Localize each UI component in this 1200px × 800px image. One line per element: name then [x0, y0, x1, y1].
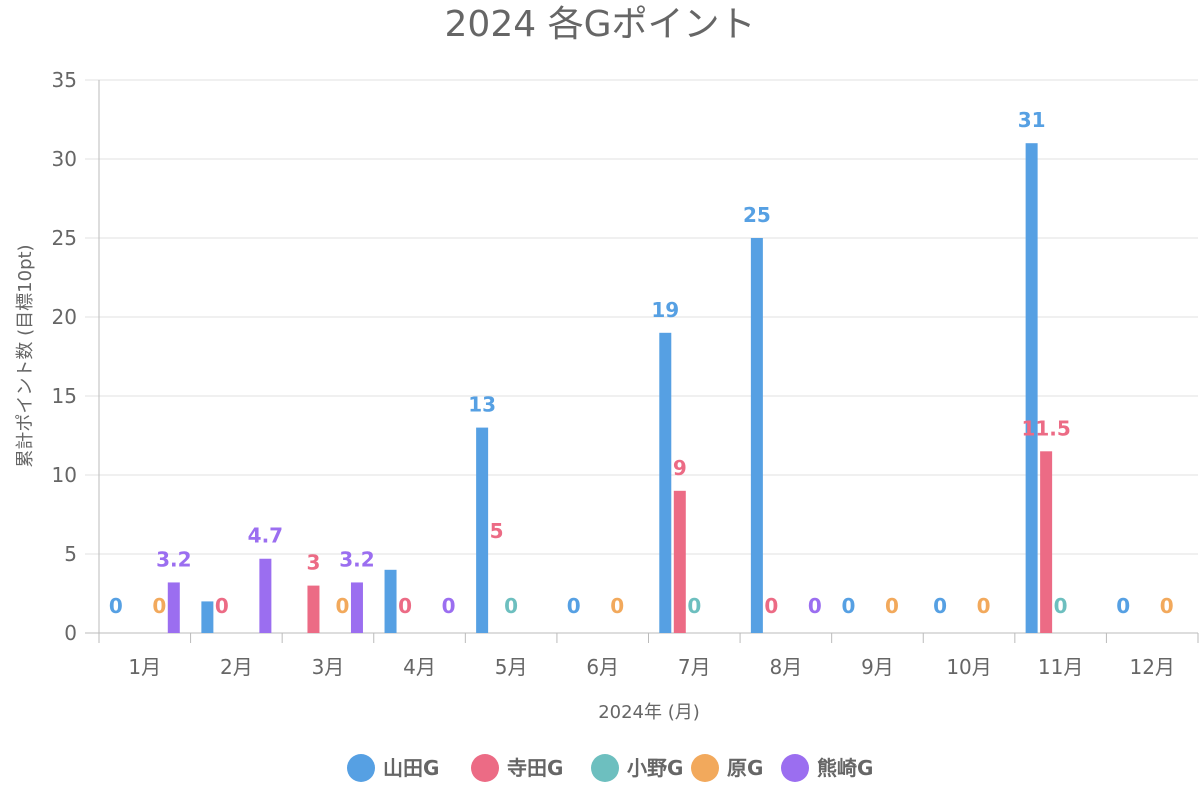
data-label: 0	[215, 594, 229, 618]
data-label: 5	[490, 519, 504, 543]
x-tick-label: 9月	[861, 655, 894, 679]
legend-item: 原G	[691, 754, 763, 782]
data-label: 0	[764, 594, 778, 618]
y-tick-label: 25	[52, 226, 77, 250]
data-label: 19	[651, 298, 679, 322]
data-label: 25	[743, 203, 771, 227]
bar	[673, 490, 686, 633]
data-label: 0	[610, 594, 624, 618]
legend-label: 山田G	[383, 756, 439, 780]
x-tick-label: 11月	[1038, 655, 1083, 679]
bar	[1025, 143, 1038, 633]
data-label: 9	[673, 456, 687, 480]
legend-swatch	[691, 754, 719, 782]
y-tick-label: 20	[52, 305, 77, 329]
legend-item: 寺田G	[471, 754, 563, 782]
data-label: 4.7	[248, 524, 283, 548]
data-label: 0	[977, 594, 991, 618]
bar	[750, 238, 763, 633]
data-label: 0	[335, 594, 349, 618]
bar	[259, 558, 272, 633]
data-label: 0	[933, 594, 947, 618]
legend-item: 熊崎G	[781, 754, 873, 782]
data-label: 0	[567, 594, 581, 618]
bar	[167, 582, 180, 633]
data-label: 0	[1116, 594, 1130, 618]
data-label: 0	[109, 594, 123, 618]
grid-lines	[85, 79, 1199, 643]
legend-label: 寺田G	[507, 756, 563, 780]
legend-label: 熊崎G	[817, 756, 873, 780]
bar	[384, 569, 397, 633]
x-tick-label: 7月	[678, 655, 711, 679]
data-label: 0	[1160, 594, 1174, 618]
x-tick-label: 4月	[403, 655, 436, 679]
legend-swatch	[781, 754, 809, 782]
bar	[350, 582, 363, 633]
y-tick-label: 35	[52, 68, 77, 92]
y-axis-title: 累計ポイント数 (目標10pt)	[15, 244, 36, 467]
y-axis-ticks: 0 5 10 15 20 25 30 35	[52, 68, 77, 645]
data-label: 0	[885, 594, 899, 618]
data-label: 0	[152, 594, 166, 618]
x-axis-ticks: 1月 2月 3月 4月 5月 6月 7月 8月 9月 10月 11月 12月	[128, 655, 1175, 679]
data-label: 0	[1054, 594, 1068, 618]
bar-series	[167, 143, 1053, 633]
legend: 山田G 寺田G 小野G 原G 熊崎G	[347, 754, 873, 782]
data-label: 0	[504, 594, 518, 618]
data-label: 0	[442, 594, 456, 618]
x-tick-label: 6月	[586, 655, 619, 679]
bar	[307, 585, 320, 633]
legend-label: 小野G	[627, 756, 683, 780]
data-label: 0	[687, 594, 701, 618]
data-label: 13	[468, 393, 496, 417]
x-tick-label: 12月	[1129, 655, 1174, 679]
y-tick-label: 15	[52, 384, 77, 408]
data-label: 3.2	[156, 547, 191, 571]
data-label: 3.2	[339, 547, 374, 571]
data-label: 11.5	[1021, 416, 1070, 440]
chart-title: 2024 各Gポイント	[445, 4, 756, 45]
legend-item: 山田G	[347, 754, 439, 782]
x-tick-label: 5月	[495, 655, 528, 679]
bar	[201, 601, 214, 633]
legend-swatch	[591, 754, 619, 782]
legend-swatch	[471, 754, 499, 782]
x-tick-label: 10月	[946, 655, 991, 679]
data-label: 0	[808, 594, 822, 618]
x-tick-label: 1月	[128, 655, 161, 679]
x-tick-label: 2月	[220, 655, 253, 679]
x-axis-title: 2024年 (月)	[598, 702, 700, 723]
legend-label: 原G	[727, 756, 763, 780]
data-label: 31	[1018, 108, 1046, 132]
bar	[659, 332, 672, 633]
legend-item: 小野G	[591, 754, 683, 782]
x-tick-label: 8月	[770, 655, 803, 679]
data-label: 0	[398, 594, 412, 618]
y-tick-label: 10	[52, 463, 77, 487]
data-label: 0	[841, 594, 855, 618]
y-tick-label: 30	[52, 147, 77, 171]
data-label: 3	[306, 551, 320, 575]
x-tick-label: 3月	[312, 655, 345, 679]
y-tick-label: 5	[64, 542, 77, 566]
bar	[1040, 451, 1053, 633]
bar	[476, 427, 489, 633]
legend-swatch	[347, 754, 375, 782]
y-tick-label: 0	[64, 621, 77, 645]
